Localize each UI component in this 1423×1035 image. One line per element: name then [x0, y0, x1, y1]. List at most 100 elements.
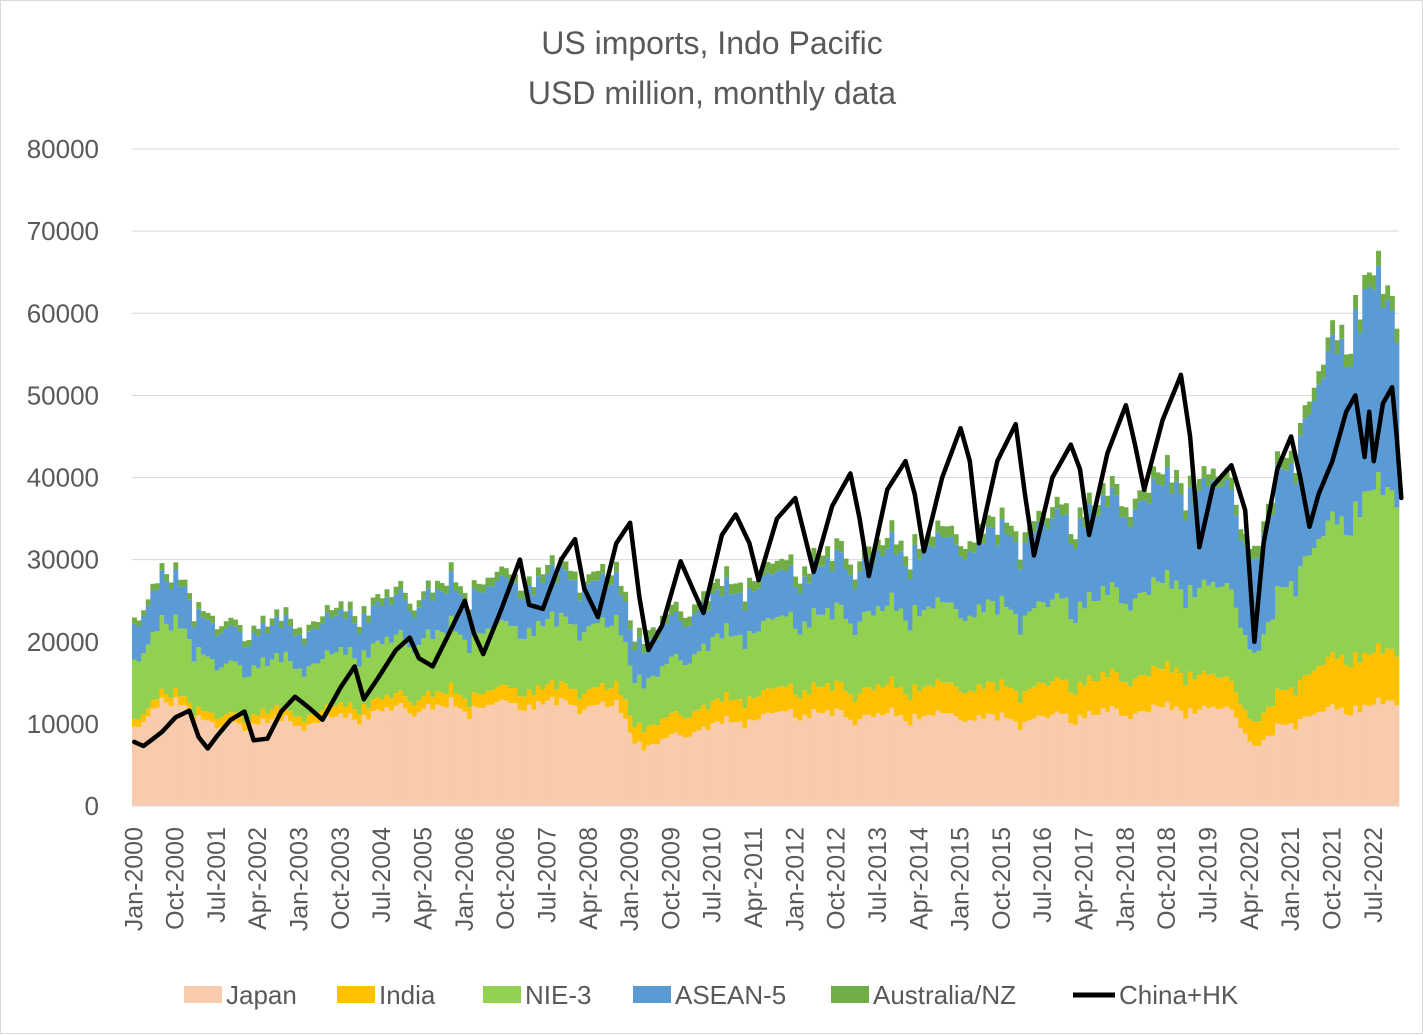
bar-asean-5: [1325, 351, 1331, 521]
bar-india: [861, 687, 867, 716]
bar-nie-3: [232, 661, 238, 713]
bar-asean-5: [246, 646, 252, 677]
x-tick-label: Apr-2008: [575, 827, 603, 930]
legend-swatch: [633, 986, 671, 1003]
bar-asean-5: [793, 586, 798, 629]
bar-australia-nz: [1137, 490, 1143, 502]
bar-australia-nz: [829, 560, 835, 572]
x-tick-label: Jan-2000: [120, 827, 148, 931]
bar-australia-nz: [434, 580, 440, 590]
bar-australia-nz: [1118, 506, 1124, 517]
bar-australia-nz: [347, 601, 353, 610]
bar-india: [453, 693, 459, 707]
bar-japan: [1027, 720, 1033, 806]
bar-asean-5: [985, 526, 991, 600]
legend-swatch: [337, 986, 375, 1003]
bar-nie-3: [1040, 602, 1046, 684]
bar-japan: [1151, 704, 1157, 806]
bar-japan: [1036, 715, 1042, 806]
bar-india: [200, 710, 206, 720]
bar-australia-nz: [563, 561, 569, 571]
bar-nie-3: [1325, 520, 1331, 657]
bar-australia-nz: [1275, 451, 1280, 465]
bar-asean-5: [903, 566, 909, 621]
bar-asean-5: [1261, 533, 1267, 635]
bar-asean-5: [228, 625, 234, 661]
bar-japan: [632, 743, 638, 806]
bar-india: [389, 698, 395, 711]
bar-india: [604, 689, 610, 708]
bar-asean-5: [861, 558, 867, 613]
bar-nie-3: [967, 615, 973, 691]
bar-india: [1036, 682, 1042, 716]
bar-japan: [480, 707, 486, 806]
bar-japan: [944, 713, 950, 806]
bar-asean-5: [223, 628, 229, 664]
bar-japan: [430, 709, 436, 806]
bar-japan: [1123, 715, 1129, 806]
bar-nie-3: [1128, 610, 1134, 687]
bar-australia-nz: [981, 533, 987, 545]
bar-japan: [724, 716, 730, 806]
bar-india: [549, 679, 555, 697]
bar-nie-3: [669, 656, 675, 713]
bar-japan: [1389, 700, 1395, 806]
bar-nie-3: [866, 611, 872, 688]
bar-asean-5: [935, 531, 941, 598]
bar-india: [788, 683, 794, 710]
bar-india: [1008, 688, 1014, 720]
bar-japan: [242, 731, 248, 806]
bar-australia-nz: [513, 574, 518, 583]
bar-asean-5: [389, 604, 395, 643]
bar-japan: [1334, 709, 1340, 806]
bar-australia-nz: [962, 548, 968, 559]
bar-nie-3: [1311, 548, 1317, 671]
bar-nie-3: [770, 619, 776, 689]
bar-japan: [292, 726, 298, 806]
x-tick-label: Jul-2004: [368, 827, 396, 923]
bar-asean-5: [669, 614, 675, 657]
bar-asean-5: [1366, 286, 1372, 491]
bar-australia-nz: [875, 539, 881, 551]
bar-india: [797, 698, 803, 721]
bar-australia-nz: [1169, 482, 1175, 494]
bar-asean-5: [715, 589, 720, 634]
bar-asean-5: [416, 607, 422, 646]
bar-nie-3: [1183, 608, 1189, 686]
bar-india: [825, 683, 831, 711]
bar-india: [1316, 666, 1322, 713]
bar-asean-5: [692, 614, 697, 655]
bar-japan: [439, 706, 445, 806]
bar-asean-5: [788, 565, 794, 612]
bar-australia-nz: [522, 590, 528, 599]
bar-australia-nz: [793, 576, 798, 587]
bar-australia-nz: [692, 604, 697, 615]
bar-japan: [650, 743, 656, 806]
bar-asean-5: [232, 626, 238, 662]
bar-australia-nz: [315, 622, 321, 630]
bar-nie-3: [1151, 577, 1157, 666]
bar-nie-3: [765, 618, 771, 689]
bar-japan: [485, 704, 491, 806]
bar-australia-nz: [554, 574, 560, 583]
bar-nie-3: [889, 592, 895, 677]
bar-nie-3: [797, 634, 803, 699]
chart-subtitle: USD million, monthly data: [528, 75, 896, 111]
bar-india: [756, 696, 762, 720]
bar-australia-nz: [889, 520, 895, 532]
bar-india: [154, 699, 160, 708]
bar-japan: [949, 713, 955, 806]
bar-asean-5: [485, 586, 491, 629]
bar-asean-5: [655, 639, 661, 677]
bar-nie-3: [646, 678, 652, 726]
bar-nie-3: [485, 628, 491, 691]
bar-asean-5: [453, 590, 459, 632]
bar-india: [820, 687, 826, 714]
bar-japan: [246, 730, 252, 806]
bar-japan: [150, 708, 156, 806]
bar-japan: [894, 716, 899, 806]
bar-australia-nz: [1128, 516, 1134, 528]
bar-nie-3: [1298, 566, 1303, 681]
bar-japan: [783, 711, 789, 806]
bar-nie-3: [333, 652, 339, 706]
